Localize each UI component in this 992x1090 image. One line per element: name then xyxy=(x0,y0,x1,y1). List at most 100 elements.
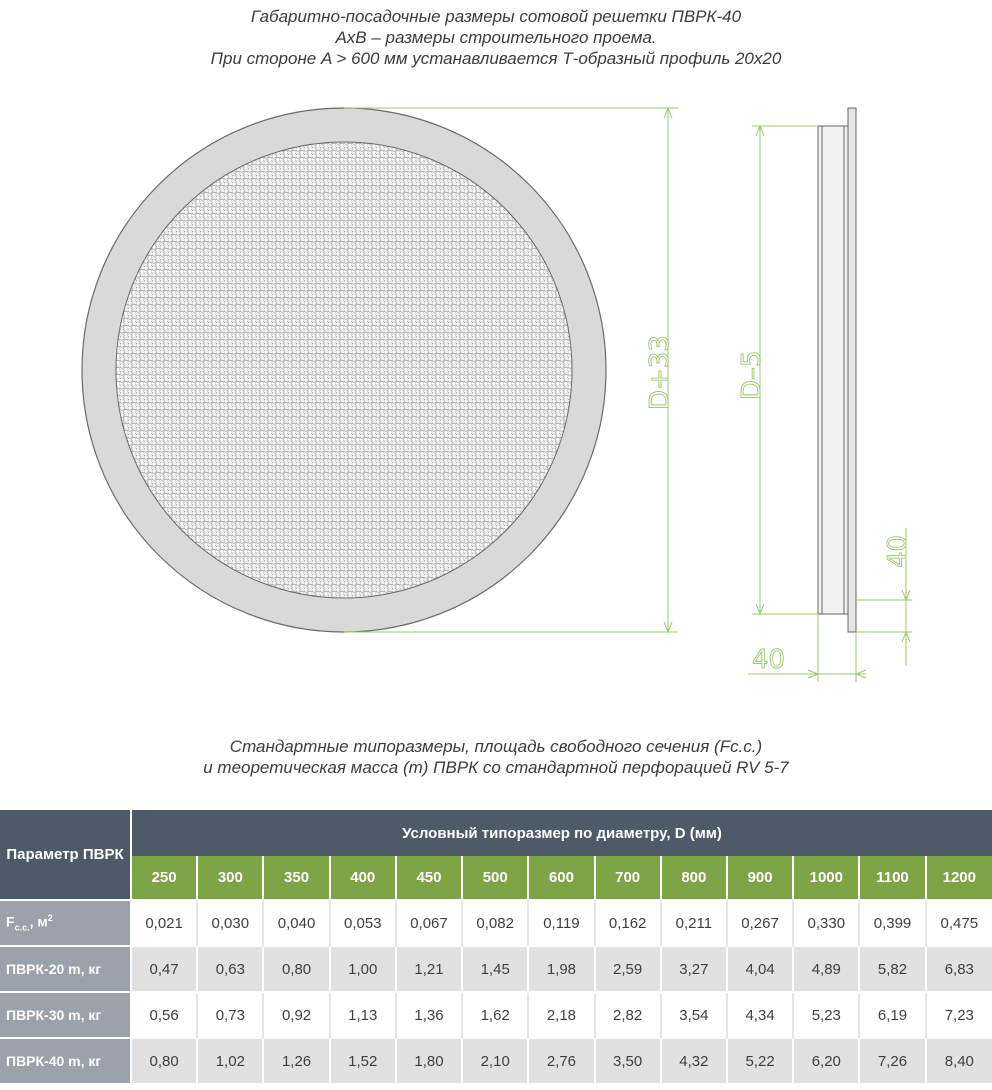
table-cell: 1,45 xyxy=(461,945,529,992)
table-cell: 0,162 xyxy=(593,899,661,946)
table-cell: 0,63 xyxy=(196,945,264,992)
table-caption: Стандартные типоразмеры, площадь свободн… xyxy=(0,736,992,778)
table-cell: 3,27 xyxy=(659,945,727,992)
table-cell: 0,73 xyxy=(196,991,264,1038)
side-height-label: D–5 xyxy=(737,350,767,400)
table-cell: 7,23 xyxy=(924,991,992,1038)
table-cell: 2,10 xyxy=(461,1037,529,1083)
grille-mesh xyxy=(115,141,573,599)
table-cell: 4,32 xyxy=(659,1037,727,1083)
spec-table: Параметр ПВРК Условный типоразмер по диа… xyxy=(0,810,992,1083)
table-cell: 0,80 xyxy=(262,945,330,992)
caption-line-1: Габаритно-посадочные размеры сотовой реш… xyxy=(250,7,742,26)
table-cell: 0,475 xyxy=(924,899,992,946)
table-cell: 0,47 xyxy=(129,945,198,992)
table-cell: 4,04 xyxy=(725,945,794,992)
row-label-main: ПВРК-30 m, кг xyxy=(6,1007,102,1023)
table-cell: 4,89 xyxy=(792,945,860,992)
table-cell: 0,56 xyxy=(129,991,198,1038)
row-label-main: F xyxy=(6,913,15,930)
caption-line-2: AxB – размеры строительного проема. xyxy=(335,28,657,47)
table-cell: 4,34 xyxy=(725,991,794,1038)
size-header-cell: 700 xyxy=(593,856,661,900)
depth-label: 40 xyxy=(752,645,785,675)
flange-dimension xyxy=(856,528,912,666)
table-cell: 2,82 xyxy=(593,991,661,1038)
table-cell: 6,20 xyxy=(792,1037,860,1083)
table-row: ПВРК-20 m, кг 0,47 0,63 0,80 1,00 1,21 1,45 1,9… xyxy=(0,945,992,992)
table-cell: 0,267 xyxy=(725,899,794,946)
table-cell: 1,36 xyxy=(394,991,463,1038)
technical-drawing: D+33 D–5 40 40 xyxy=(81,106,913,682)
param-header: Параметр ПВРК xyxy=(0,810,132,900)
size-header-cell: 450 xyxy=(394,856,463,900)
table-cell: 1,26 xyxy=(262,1037,330,1083)
table-cell: 0,082 xyxy=(461,899,529,946)
row-label-subscript: c.c. xyxy=(14,922,30,933)
table-cell: 0,92 xyxy=(262,991,330,1038)
sizes-row: 250 300 350 400 450 500 600 700 800 900 1000 1100 12… xyxy=(0,856,992,900)
table-row: ПВРК-40 m, кг 0,80 1,02 1,26 1,52 1,80 2,10 2,7… xyxy=(0,1037,992,1083)
front-height-label: D+33 xyxy=(645,335,675,410)
table-cell: 1,52 xyxy=(328,1037,396,1083)
size-header-cell: 250 xyxy=(131,856,198,900)
side-view xyxy=(817,107,857,633)
table-cell: 1,02 xyxy=(196,1037,264,1083)
table-cell: 0,040 xyxy=(262,899,330,946)
row-label: ПВРК-20 m, кг xyxy=(0,945,132,992)
table-caption-line-2: и теоретическая масса (m) ПВРК со станда… xyxy=(203,758,789,777)
row-label: Fc.c., м2 xyxy=(0,899,132,946)
table-cell: 0,80 xyxy=(129,1037,198,1083)
size-header-cell: 600 xyxy=(527,856,595,900)
row-label: ПВРК-30 m, кг xyxy=(0,991,132,1038)
table-cell: 3,50 xyxy=(593,1037,661,1083)
table-cell: 8,40 xyxy=(924,1037,992,1083)
size-header-cell: 300 xyxy=(196,856,264,900)
table-cell: 6,83 xyxy=(924,945,992,992)
table-row: ПВРК-30 m, кг 0,56 0,73 0,92 1,13 1,36 1,62 2,1… xyxy=(0,991,992,1038)
table-cell: 0,053 xyxy=(328,899,396,946)
table-caption-line-1: Стандартные типоразмеры, площадь свободн… xyxy=(229,737,763,756)
table-cell: 0,119 xyxy=(527,899,595,946)
table-cell: 1,80 xyxy=(394,1037,463,1083)
table-cell: 2,76 xyxy=(527,1037,595,1083)
size-header-cell: 350 xyxy=(262,856,330,900)
drawing-caption: Габаритно-посадочные размеры сотовой реш… xyxy=(0,6,992,69)
table-cell: 2,18 xyxy=(527,991,595,1038)
table-cell: 0,021 xyxy=(129,899,198,946)
row-label-main: ПВРК-40 m, кг xyxy=(6,1053,102,1069)
table-cell: 0,067 xyxy=(394,899,463,946)
table-cell: 0,330 xyxy=(792,899,860,946)
row-label-main: ПВРК-20 m, кг xyxy=(6,961,102,977)
size-header-cell: 1200 xyxy=(924,856,992,900)
table-cell: 0,211 xyxy=(659,899,727,946)
flange-label: 40 xyxy=(883,535,913,568)
table-cell: 5,23 xyxy=(792,991,860,1038)
table-row: Fc.c., м2 0,021 0,030 0,040 0,053 0,067 0,082 0… xyxy=(0,899,992,946)
caption-line-3: При стороне A > 600 мм устанавливается Т… xyxy=(210,49,782,68)
table-cell: 6,19 xyxy=(858,991,926,1038)
size-header-cell: 400 xyxy=(328,856,396,900)
size-header-cell: 800 xyxy=(659,856,727,900)
table-cell: 7,26 xyxy=(858,1037,926,1083)
table-cell: 2,59 xyxy=(593,945,661,992)
table-cell: 5,82 xyxy=(858,945,926,992)
table-cell: 1,21 xyxy=(394,945,463,992)
row-label-unit: , м xyxy=(29,913,48,930)
front-height-dimension xyxy=(344,106,678,634)
size-header-cell: 500 xyxy=(461,856,529,900)
depth-dimension xyxy=(748,614,867,682)
size-header-cell: 1000 xyxy=(792,856,860,900)
size-header-cell: 1100 xyxy=(858,856,926,900)
side-height-dimension xyxy=(752,124,818,616)
row-label: ПВРК-40 m, кг xyxy=(0,1037,132,1083)
table-cell: 1,98 xyxy=(527,945,595,992)
table-cell: 1,62 xyxy=(461,991,529,1038)
front-view xyxy=(81,107,607,633)
row-label-superscript: 2 xyxy=(47,913,53,924)
table-cell: 0,399 xyxy=(858,899,926,946)
table-cell: 3,54 xyxy=(659,991,727,1038)
table-cell: 1,00 xyxy=(328,945,396,992)
table-cell: 1,13 xyxy=(328,991,396,1038)
size-group-header: Условный типоразмер по диаметру, D (мм) xyxy=(131,810,992,856)
